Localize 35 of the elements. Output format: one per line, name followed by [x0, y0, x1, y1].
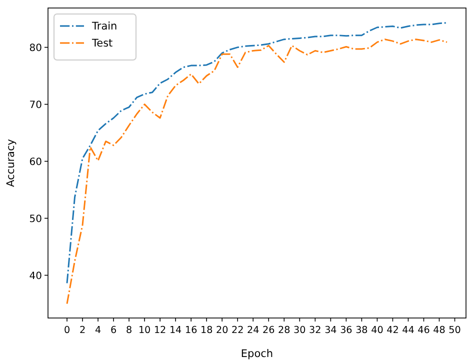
x-tick-label: 28: [278, 325, 290, 336]
x-tick-label: 8: [126, 325, 132, 336]
x-tick-label: 32: [309, 325, 322, 336]
x-tick-label: 50: [448, 325, 461, 336]
x-tick-label: 0: [64, 325, 70, 336]
x-tick-label: 6: [110, 325, 117, 336]
x-tick-label: 12: [154, 325, 166, 336]
x-tick-label: 34: [324, 325, 337, 336]
x-tick-label: 10: [138, 325, 151, 336]
x-tick-label: 16: [184, 325, 198, 336]
x-tick-label: 4: [94, 325, 102, 336]
x-tick-label: 36: [340, 325, 352, 336]
x-tick-label: 2: [79, 325, 86, 336]
x-tick-label: 26: [262, 325, 275, 336]
x-tick-label: 38: [356, 325, 368, 336]
x-tick-label: 20: [216, 325, 228, 336]
x-tick-label: 46: [418, 325, 430, 336]
y-tick-label: 80: [29, 42, 42, 54]
y-tick-label: 70: [29, 100, 42, 111]
y-tick-label: 50: [29, 214, 42, 225]
x-tick-label: 14: [169, 325, 182, 336]
x-axis-title: Epoch: [240, 348, 274, 360]
x-tick-label: 22: [232, 325, 244, 336]
y-axis-title: Accuracy: [5, 139, 17, 187]
y-tick-label: 60: [29, 156, 42, 168]
y-tick-label: 40: [29, 270, 42, 282]
x-tick-label: 30: [294, 325, 306, 336]
legend-label: Test: [91, 38, 113, 50]
x-tick-label: 18: [200, 325, 213, 336]
x-tick-label: 24: [247, 325, 260, 336]
x-tick-label: 42: [386, 325, 399, 336]
x-tick-label: 44: [402, 325, 414, 336]
x-tick-label: 40: [371, 325, 384, 336]
x-tick-label: 48: [433, 325, 446, 336]
legend-label: Train: [91, 20, 118, 33]
